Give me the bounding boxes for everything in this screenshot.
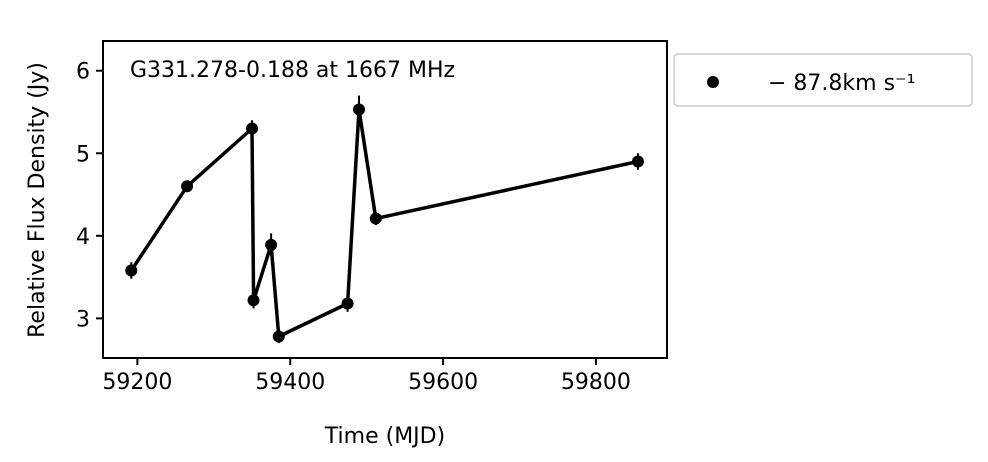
- chart-annotation: G331.278-0.188 at 1667 MHz: [130, 58, 455, 83]
- series-layer: [125, 95, 644, 344]
- x-axis-label: Time (MJD): [324, 424, 445, 449]
- data-point[interactable]: [247, 294, 260, 307]
- data-point[interactable]: [353, 103, 366, 116]
- data-point[interactable]: [631, 155, 644, 168]
- x-tick-label: 59400: [255, 370, 325, 395]
- series-line: [129, 107, 639, 339]
- legend-box: [673, 53, 973, 107]
- legend[interactable]: − 87.8km s⁻¹: [673, 53, 973, 107]
- y-tick-label: 4: [76, 225, 90, 250]
- data-point[interactable]: [181, 180, 194, 193]
- y-axis: 3 4 5 6: [76, 60, 103, 332]
- y-tick-label: 5: [76, 142, 90, 167]
- data-point[interactable]: [265, 238, 278, 251]
- data-point[interactable]: [341, 297, 354, 310]
- plot-area: [102, 40, 668, 359]
- data-point[interactable]: [272, 330, 285, 343]
- y-axis-label: Relative Flux Density (Jy): [25, 62, 50, 338]
- y-tick-label: 3: [76, 307, 90, 332]
- x-tick-label: 59600: [408, 370, 478, 395]
- x-axis: 59200 59400 59600 59800: [102, 358, 631, 395]
- y-tick-label: 6: [76, 60, 90, 85]
- x-tick-label: 59800: [561, 370, 631, 395]
- data-point[interactable]: [125, 264, 138, 277]
- data-point[interactable]: [246, 122, 259, 135]
- data-point[interactable]: [369, 212, 382, 225]
- plot-frame: [102, 40, 668, 359]
- legend-label: − 87.8km s⁻¹: [768, 71, 915, 96]
- x-tick-label: 59200: [102, 370, 172, 395]
- legend-marker: [707, 76, 719, 88]
